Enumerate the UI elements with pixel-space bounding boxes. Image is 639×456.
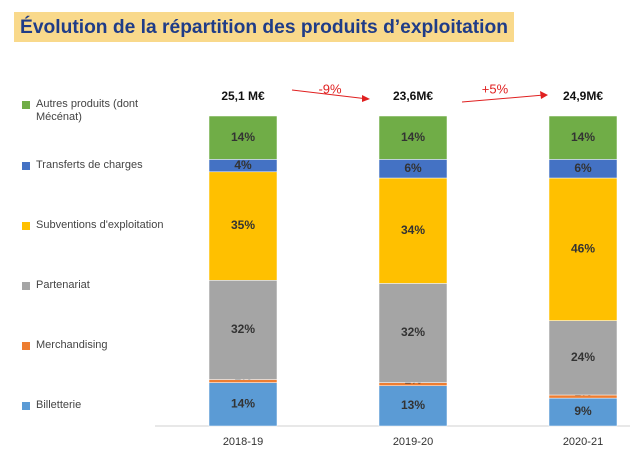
legend-swatch [22,282,30,290]
value-label: 14% [231,396,255,410]
bar-segment [378,385,448,427]
value-label: 24% [571,350,595,364]
x-tick-label: 2018-19 [223,436,263,448]
legend-swatch [22,162,30,170]
bar-segment [378,177,448,284]
value-label: 46% [571,241,595,255]
value-label: 14% [231,130,255,144]
value-label: 14% [401,130,425,144]
arrow [291,89,369,100]
legend-swatch [22,222,30,230]
bar-segment [208,280,278,380]
value-label: 32% [401,325,425,339]
legend-label: Subventions d'exploitation [36,219,164,231]
bar-segment [548,320,618,396]
legend-label: Merchandising [36,339,108,351]
bar-segment [208,382,278,427]
bar-segment [208,171,278,281]
value-label: 6% [404,161,422,175]
change-label: +5% [482,81,509,96]
legend-label: Autres produits (dont Mécénat) [36,98,139,123]
x-tick-label: 2020-21 [563,436,603,448]
total-label: 23,6M€ [393,89,433,103]
value-label: 14% [571,130,595,144]
arrowhead [362,95,370,102]
value-label: 6% [574,161,592,175]
arrowhead [540,91,548,99]
value-label: 35% [231,218,255,232]
bar-segment [208,115,278,160]
legend-swatch [22,402,30,410]
bar-segment [378,283,448,383]
legend-swatch [22,342,30,350]
total-label: 24,9M€ [563,89,603,103]
bar-segment [548,115,618,160]
x-tick-label: 2019-20 [393,436,433,448]
bar-segment [548,177,618,321]
arrow [461,94,545,103]
title-banner [14,12,514,42]
value-label: 13% [401,398,425,412]
change-label: -9% [318,81,342,96]
chart-title: Évolution de la répartition des produits… [20,16,508,38]
legend-label: Billetterie [36,399,82,411]
legend-label: Transferts de charges [36,159,143,171]
legend-label: Partenariat [36,279,90,291]
bar-segment [378,115,448,160]
value-label: 34% [401,223,425,237]
value-label: 32% [231,322,255,336]
value-label: 4% [234,158,252,172]
value-label: 9% [574,404,592,418]
legend-swatch [22,101,30,109]
total-label: 25,1 M€ [221,89,265,103]
